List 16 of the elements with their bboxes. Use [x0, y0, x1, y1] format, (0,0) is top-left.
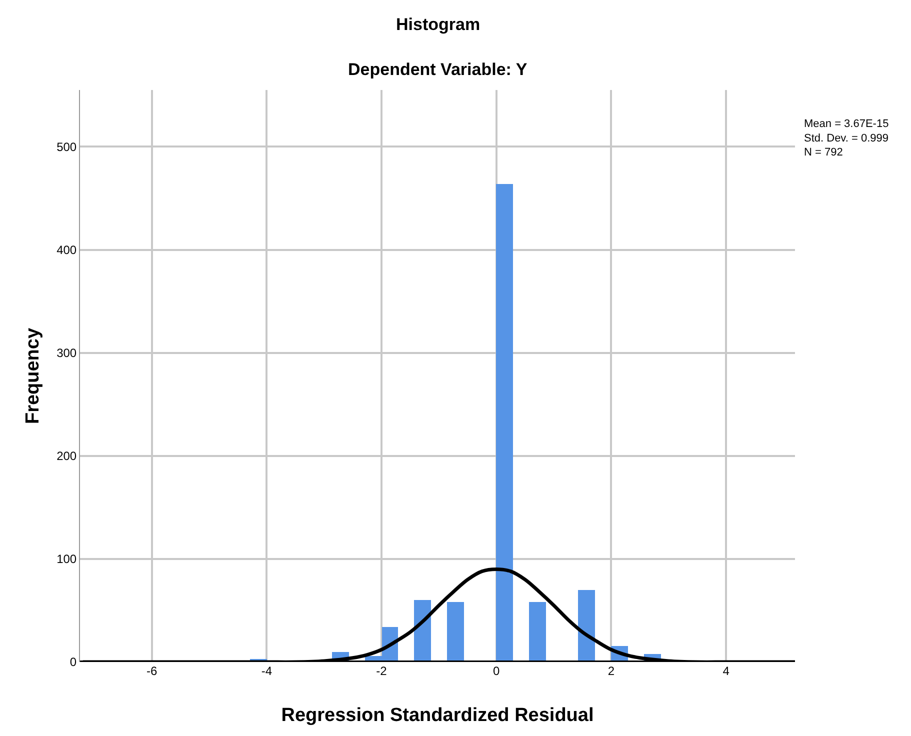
text: Mean = 3.67E-15 Std. Dev. = 0.999 N = 792 — [804, 118, 889, 159]
y-tick-label: 500 — [56, 140, 77, 154]
chart-subtitle: Dependent Variable: Y — [348, 60, 528, 79]
y-tick-label: 300 — [56, 346, 77, 360]
x-tick-label: 4 — [722, 664, 730, 678]
x-tick-label: -6 — [146, 664, 158, 678]
x-tick-label: 2 — [608, 664, 615, 678]
y-tick-label: 400 — [56, 242, 77, 257]
chart-title: Histogram — [396, 15, 480, 34]
x-tick-label: 0 — [493, 664, 500, 678]
x-tick-label: -4 — [261, 664, 272, 678]
x-tick-label: -2 — [376, 664, 388, 678]
y-tick-label: 100 — [56, 552, 77, 566]
x-axis-title: Regression Standardized Residual — [281, 704, 594, 726]
y-tick-label: 200 — [56, 449, 77, 464]
y-axis-title: Frequency — [22, 328, 44, 424]
